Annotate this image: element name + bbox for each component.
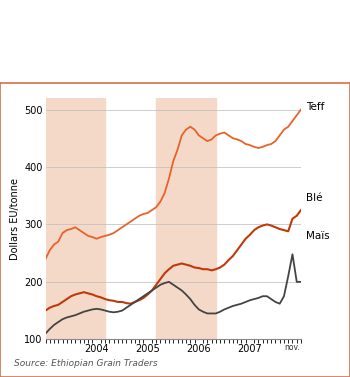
Y-axis label: Dollars EU/tonne: Dollars EU/tonne (10, 178, 20, 260)
Text: Prix de certaines céréales à Addis-Abeba,
 Éthiopie: Prix de certaines céréales à Addis-Abeba… (14, 44, 278, 74)
Bar (46, 98, 105, 339)
Text: Maïs: Maïs (306, 231, 330, 241)
Text: Teff: Teff (306, 103, 325, 112)
Text: Blé: Blé (306, 193, 323, 203)
Text: Figure 4.: Figure 4. (14, 15, 77, 28)
Text: nov.: nov. (285, 343, 300, 352)
Text: Source: Ethiopian Grain Traders: Source: Ethiopian Grain Traders (14, 359, 158, 368)
Bar (156, 98, 216, 339)
